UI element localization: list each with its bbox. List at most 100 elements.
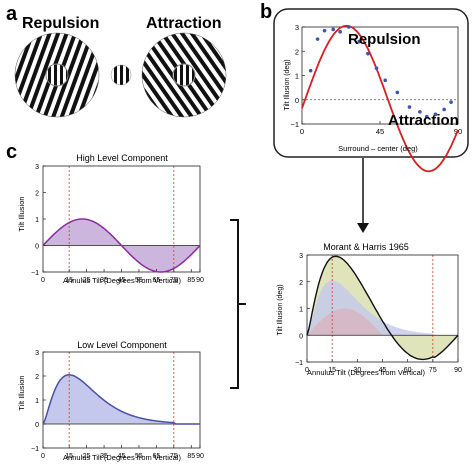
b-data-point: [322, 28, 327, 33]
b-repulsion-label: Repulsion: [348, 31, 421, 48]
combined-x-tick-label: 0: [305, 367, 309, 374]
high-x-tick-label: 90: [196, 277, 204, 284]
b-data-point: [347, 25, 351, 29]
high-curve: [42, 218, 201, 273]
combined-x-axis-label: Annulus Tilt (Degrees from Vertical): [307, 368, 425, 377]
low-x-tick-label: 35: [100, 453, 108, 460]
combined-y-tick-label: 2: [299, 280, 303, 287]
low-title: Low Level Component: [77, 340, 167, 350]
high-x-tick-label: 35: [100, 277, 108, 284]
b-data-point: [374, 66, 379, 71]
low-x-tick-label: 0: [41, 453, 45, 460]
b-data-point: [331, 27, 336, 32]
low-curve: [42, 374, 200, 425]
b-data-point: [433, 112, 438, 117]
low-x-tick-label: 85: [187, 453, 195, 460]
high-y-tick-label: 1: [35, 217, 39, 224]
high-x-tick-label: 25: [83, 277, 91, 284]
combined-y-tick-label: 3: [299, 253, 303, 260]
attraction-grating: [141, 32, 227, 118]
b-x-tick-label: 0: [300, 127, 304, 136]
high-x-tick-label: 0: [41, 277, 45, 284]
attraction-title: Attraction: [146, 15, 222, 32]
combined-y-tick-label: 1: [299, 307, 303, 314]
low-y-tick-label: 2: [35, 374, 39, 381]
repulsion-grating: [14, 32, 100, 118]
b-data-point: [308, 68, 313, 73]
b-data-point: [383, 78, 388, 83]
combined-title: Morant & Harris 1965: [323, 242, 409, 252]
high-y-tick-label: 2: [35, 191, 39, 198]
low-x-tick-label: 45: [118, 453, 126, 460]
combined-x-tick-label: 15: [328, 367, 336, 374]
b-data-point: [357, 39, 362, 44]
low-x-axis-label: Annulus Tilt (Degrees from Vertical): [63, 453, 181, 462]
low-y-axis-label: Tilt Illusion: [17, 375, 26, 410]
low-y-tick-label: −1: [31, 446, 39, 453]
low-area: [43, 374, 200, 424]
combined-x-tick-label: 45: [379, 367, 387, 374]
panel-a-label: a: [6, 3, 18, 25]
panel-b-frame: [273, 8, 469, 158]
b-data-point: [366, 51, 370, 56]
high-x-tick-label: 75: [170, 277, 178, 284]
high-x-tick-label: 65: [152, 277, 160, 284]
b-data-point: [442, 107, 446, 112]
high-y-tick-label: 3: [35, 164, 39, 171]
low-y-tick-label: 1: [35, 398, 39, 405]
b-y-tick-label: 0: [295, 96, 299, 105]
reference-grating: [110, 64, 132, 86]
low-x-tick-label: 65: [152, 453, 160, 460]
combined-y-tick-label: −1: [295, 360, 303, 367]
b-x-tick-label: 45: [376, 127, 384, 136]
b-attraction-label: Attraction: [388, 112, 459, 129]
low-x-tick-label: 90: [196, 453, 204, 460]
b-y-tick-label: 1: [295, 72, 299, 81]
combined-x-tick-label: 90: [454, 367, 462, 374]
high-x-axis-label: Annulus Tilt (Degrees from Vertical): [63, 276, 181, 285]
high-y-tick-label: −1: [31, 270, 39, 277]
b-data-point: [315, 37, 320, 41]
combined-high-area: [307, 308, 458, 336]
high-y-tick-label: 0: [35, 244, 39, 251]
b-data-point: [395, 90, 400, 95]
high-x-tick-label: 85: [187, 277, 195, 284]
b-fit-curve: [301, 24, 459, 173]
low-x-tick-label: 75: [170, 453, 178, 460]
low-x-tick-label: 25: [83, 453, 91, 460]
combine-bracket: [230, 219, 246, 389]
b-data-point: [418, 110, 422, 114]
b-data-point: [338, 30, 342, 34]
low-y-tick-label: 3: [35, 350, 39, 357]
low-x-tick-label: 15: [65, 453, 73, 460]
high-x-tick-label: 55: [135, 277, 143, 284]
b-x-axis-label: Surround – center (deg): [338, 144, 418, 153]
high-y-axis-label: Tilt Illusion: [17, 196, 26, 231]
arrow-b-to-combined: [357, 158, 369, 233]
combined-x-tick-label: 30: [353, 367, 361, 374]
b-y-tick-label: −1: [290, 120, 299, 129]
panel-c-label: c: [6, 141, 17, 163]
combined-x-tick-label: 75: [429, 367, 437, 374]
combined-curve: [306, 255, 459, 361]
combined-x-tick-label: 60: [404, 367, 412, 374]
combined-y-axis-label: Tilt Illusion (deg): [277, 284, 284, 335]
panel-a: a Repulsion Attraction: [6, 3, 227, 118]
high-x-tick-label: 15: [65, 277, 73, 284]
b-data-point: [425, 114, 429, 119]
b-data-point: [407, 105, 412, 109]
high-title: High Level Component: [76, 153, 168, 163]
combined-y-tick-label: 0: [299, 333, 303, 340]
low-y-tick-label: 0: [35, 422, 39, 429]
b-y-axis-label: Tilt Illusion (deg): [284, 59, 291, 110]
b-data-point: [449, 100, 453, 104]
high-x-tick-label: 45: [118, 277, 126, 284]
b-y-tick-label: 3: [295, 23, 299, 32]
